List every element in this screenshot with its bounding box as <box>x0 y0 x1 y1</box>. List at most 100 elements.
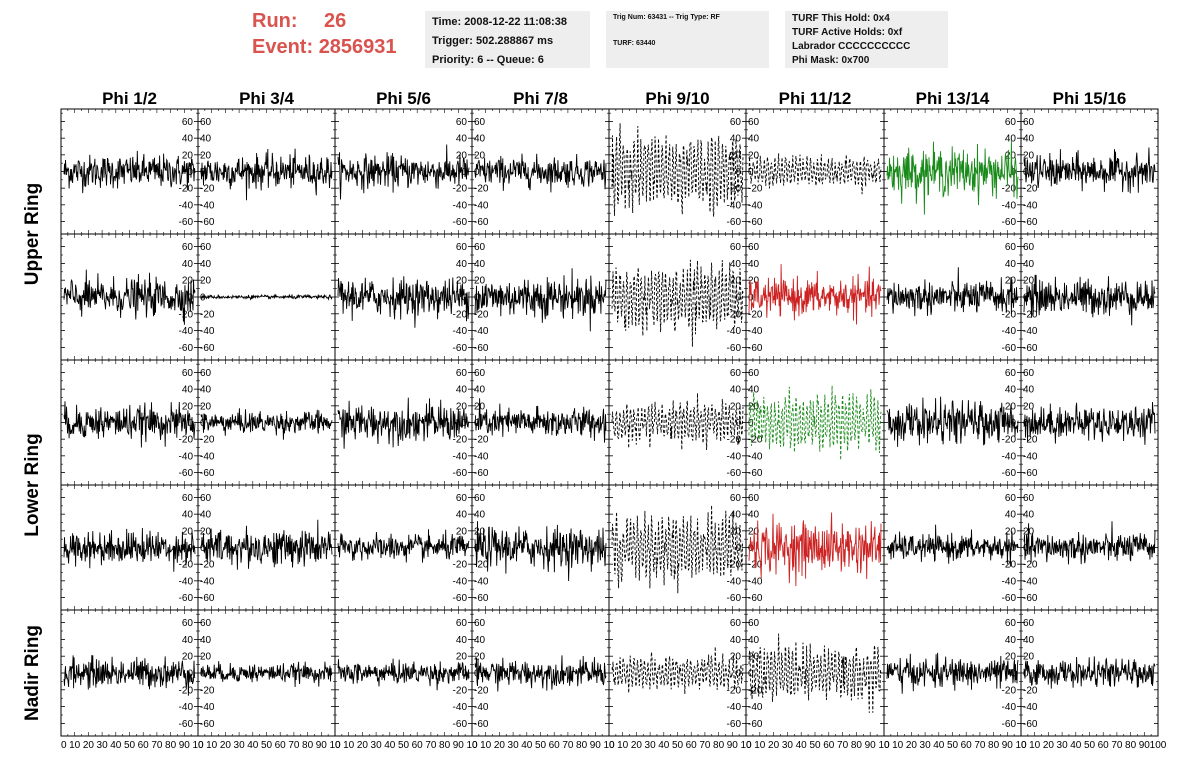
y-tick-label: -20 <box>1002 309 1017 320</box>
y-tick-label: 40 <box>1023 134 1035 145</box>
y-tick-label: -60 <box>474 468 489 479</box>
y-tick-label: -20 <box>748 435 763 446</box>
y-tick-label: -60 <box>727 719 742 730</box>
y-tick-label: -60 <box>200 719 215 730</box>
y-tick-label: 0 <box>187 669 193 680</box>
y-tick-label: 40 <box>748 259 760 270</box>
x-tick-label: 50 <box>124 740 136 751</box>
x-tick-label: 10 <box>617 740 629 751</box>
y-tick-label: 40 <box>200 385 212 396</box>
x-tick-label: 30 <box>920 740 932 751</box>
x-tick-label: 60 <box>823 740 835 751</box>
waveform-trace <box>886 652 1019 694</box>
y-tick-label: -60 <box>179 468 194 479</box>
y-tick-label: -40 <box>453 702 468 713</box>
y-tick-label: 40 <box>182 134 194 145</box>
y-tick-label: -20 <box>200 184 215 195</box>
y-tick-label: 60 <box>730 368 742 379</box>
y-tick-label: 60 <box>748 618 760 629</box>
y-tick-label: 40 <box>200 134 212 145</box>
column-header: Phi 9/10 <box>645 89 709 108</box>
y-tick-label: 40 <box>1023 510 1035 521</box>
y-tick-label: -20 <box>727 685 742 696</box>
waveform-trace <box>63 401 196 448</box>
y-tick-label: -60 <box>1023 468 1038 479</box>
y-tick-label: 20 <box>1023 652 1035 663</box>
x-tick-label: 30 <box>508 740 520 751</box>
run-value: 26 <box>324 10 347 32</box>
trig-info-box: Trig Num: 63431 -- Trig Type: RF TURF: 6… <box>606 11 769 68</box>
y-tick-label: -60 <box>727 593 742 604</box>
y-tick-label: -40 <box>748 576 763 587</box>
y-tick-label: 20 <box>200 652 212 663</box>
y-tick-label: 40 <box>182 259 194 270</box>
time-text: Time: 2008-12-22 11:08:38 <box>432 16 567 28</box>
y-tick-label: -40 <box>1023 200 1038 211</box>
x-tick-label: 70 <box>699 740 711 751</box>
x-tick-label: 70 <box>974 740 986 751</box>
y-tick-label: -60 <box>1023 343 1038 354</box>
y-tick-label: -20 <box>453 435 468 446</box>
waveform-trace <box>474 268 607 332</box>
y-tick-label: 20 <box>200 276 212 287</box>
y-tick-label: 20 <box>182 401 194 412</box>
x-tick-label: 10 <box>1015 740 1027 751</box>
y-tick-label: 20 <box>474 526 486 537</box>
y-tick-label: 40 <box>182 385 194 396</box>
waveform-trace <box>611 505 744 594</box>
column-header: Phi 15/16 <box>1053 89 1127 108</box>
y-tick-label: -20 <box>474 184 489 195</box>
x-tick-label: 90 <box>179 740 191 751</box>
y-tick-label: 60 <box>200 368 212 379</box>
y-tick-label: -60 <box>1002 343 1017 354</box>
run-line: Run: 26 <box>252 8 397 34</box>
y-tick-label: 20 <box>182 526 194 537</box>
y-tick-label: -40 <box>200 200 215 211</box>
y-tick-label: 40 <box>1005 510 1017 521</box>
x-tick-label: 70 <box>562 740 574 751</box>
y-tick-label: 0 <box>200 543 206 554</box>
y-tick-label: 40 <box>748 385 760 396</box>
run-event-block: Run: 26 Event: 2856931 <box>252 8 397 60</box>
y-tick-label: 0 <box>1023 669 1029 680</box>
x-tick-label: 0 <box>884 740 890 751</box>
y-tick-label: -60 <box>453 468 468 479</box>
y-tick-label: -60 <box>474 217 489 228</box>
waveform-trace <box>1023 274 1156 326</box>
waveform-trace <box>1023 656 1156 689</box>
x-tick-label: 10 <box>1029 740 1041 751</box>
y-tick-label: -60 <box>453 719 468 730</box>
y-tick-label: 40 <box>474 385 486 396</box>
y-tick-label: 40 <box>200 510 212 521</box>
y-tick-label: 20 <box>182 150 194 161</box>
column-header: Phi 13/14 <box>916 89 990 108</box>
y-tick-label: 0 <box>735 167 741 178</box>
y-tick-label: -60 <box>474 343 489 354</box>
y-tick-label: -60 <box>1002 217 1017 228</box>
y-tick-label: 60 <box>748 117 760 128</box>
turf-active-holds-text: TURF Active Holds: 0xf <box>792 27 903 38</box>
waveform-trace <box>337 658 470 691</box>
y-tick-label: 60 <box>456 618 468 629</box>
y-tick-label: 40 <box>182 510 194 521</box>
y-tick-label: 40 <box>474 134 486 145</box>
y-tick-label: -40 <box>748 200 763 211</box>
y-tick-label: 60 <box>456 117 468 128</box>
y-tick-label: -40 <box>727 326 742 337</box>
x-tick-label: 10 <box>754 740 766 751</box>
x-tick-label: 10 <box>192 740 204 751</box>
y-tick-label: -40 <box>1023 451 1038 462</box>
y-tick-label: -60 <box>748 468 763 479</box>
y-tick-label: -40 <box>179 576 194 587</box>
y-tick-label: -40 <box>748 451 763 462</box>
